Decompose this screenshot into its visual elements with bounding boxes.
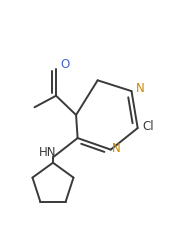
- Text: Cl: Cl: [142, 120, 154, 133]
- Text: N: N: [111, 142, 120, 155]
- Text: HN: HN: [39, 146, 57, 159]
- Text: N: N: [136, 82, 145, 95]
- Text: O: O: [61, 58, 70, 72]
